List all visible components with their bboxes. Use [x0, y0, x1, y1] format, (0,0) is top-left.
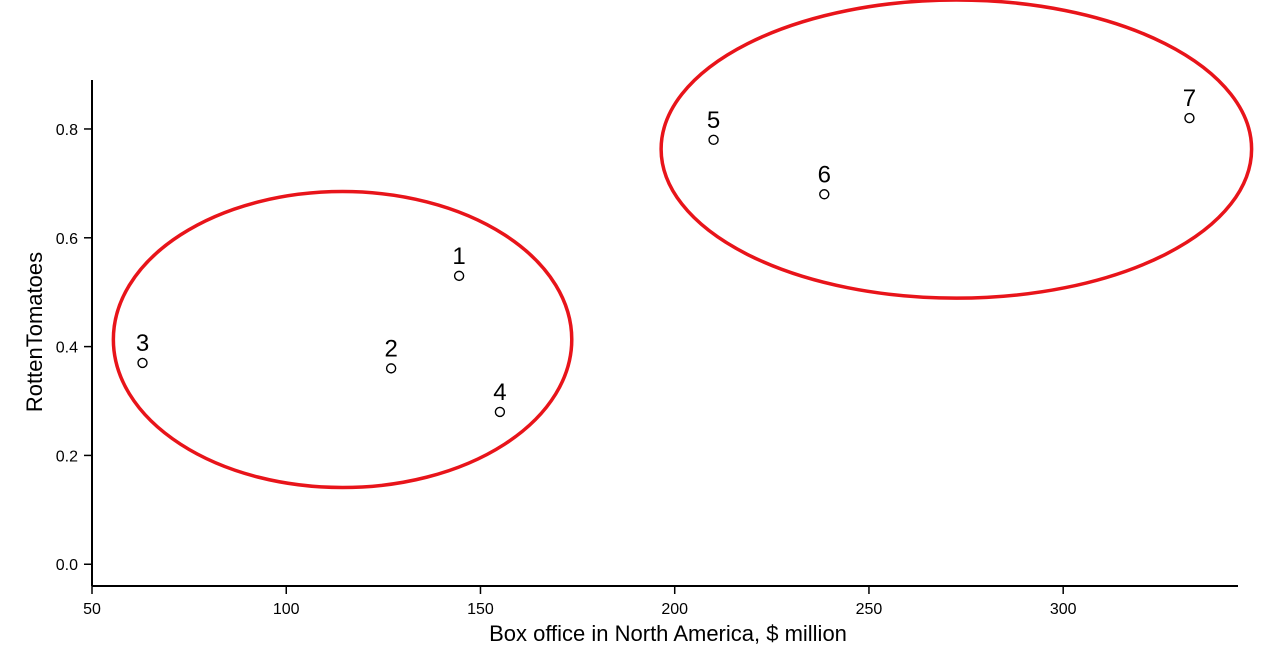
- y-tick-label: 0.6: [56, 231, 78, 248]
- data-point-3: [137, 357, 148, 369]
- y-tick-label: 0.2: [56, 448, 78, 465]
- point-label-6: 6: [818, 161, 831, 188]
- y-tick-label: 0.4: [56, 340, 78, 357]
- x-tick-label: 200: [661, 601, 688, 618]
- data-point-4: [494, 406, 506, 418]
- point-label-5: 5: [707, 107, 720, 134]
- cluster-ellipses: [111, 0, 1254, 490]
- y-tick-label: 0.0: [56, 557, 78, 574]
- data-point-7: [1184, 112, 1195, 124]
- x-axis-title: Box office in North America, $ million: [489, 621, 847, 646]
- point-label-7: 7: [1183, 85, 1196, 112]
- y-tick-label: 0.8: [56, 122, 78, 139]
- data-points: 1 2 3 4 5 6 7: [136, 85, 1196, 418]
- point-label-1: 1: [452, 243, 465, 270]
- data-point-5: [708, 134, 719, 146]
- y-ticks: 0.0 0.2 0.4 0.6 0.8: [56, 122, 92, 574]
- data-point-1: [453, 270, 465, 282]
- x-tick-label: 50: [83, 601, 101, 618]
- x-tick-label: 300: [1050, 601, 1077, 618]
- y-axis-title: RottenTomatoes: [22, 252, 47, 412]
- x-tick-label: 100: [273, 601, 300, 618]
- cluster-ellipse-2: [659, 0, 1254, 300]
- cluster-ellipse-1: [111, 189, 574, 490]
- point-label-2: 2: [384, 335, 397, 362]
- x-tick-label: 150: [467, 601, 494, 618]
- x-ticks: 50 100 150 200 250 300: [83, 586, 1077, 618]
- data-point-2: [385, 363, 397, 374]
- point-label-4: 4: [493, 379, 506, 406]
- data-point-6: [819, 189, 830, 200]
- x-tick-label: 250: [856, 601, 883, 618]
- axes: 50 100 150 200 250 300 0.0 0.2 0.4 0.6 0.8: [56, 80, 1238, 618]
- point-label-3: 3: [136, 330, 149, 357]
